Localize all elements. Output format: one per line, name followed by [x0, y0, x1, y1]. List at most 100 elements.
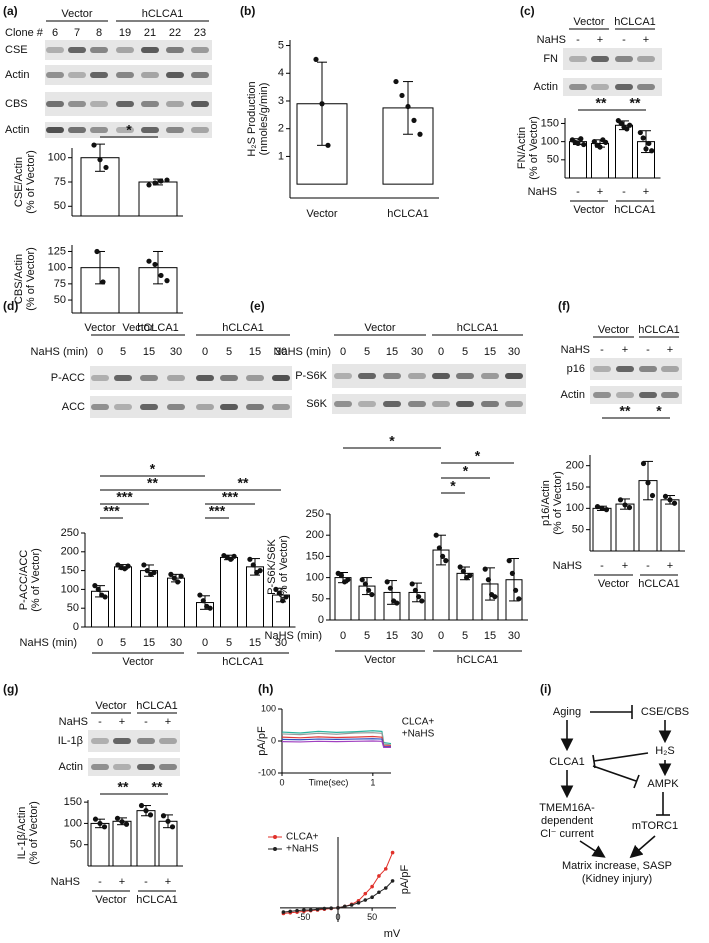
data-point — [207, 605, 213, 611]
series-point — [383, 886, 388, 890]
blot-strip — [563, 48, 662, 70]
data-point — [143, 808, 149, 814]
data-point — [92, 816, 99, 822]
panel-label: (b) — [240, 4, 255, 18]
lane-label: Clone # — [5, 27, 44, 39]
data-point — [599, 505, 605, 511]
blot-band — [569, 84, 587, 90]
significance: ** — [118, 779, 129, 795]
x-tick-label: 30 — [170, 637, 182, 649]
blot-band — [166, 47, 184, 53]
blot-band — [358, 401, 376, 407]
blot-group-label: Vector — [61, 8, 93, 20]
y-tick-label: 50 — [312, 593, 324, 605]
y-tick-label: 150 — [566, 481, 584, 493]
data-point — [283, 594, 289, 600]
series-point — [281, 910, 286, 914]
series-point — [356, 901, 361, 905]
blot-band — [591, 56, 609, 62]
data-point — [102, 594, 108, 600]
significance: ** — [620, 403, 631, 419]
data-point — [482, 566, 488, 572]
data-point — [97, 820, 103, 827]
data-point — [649, 148, 655, 154]
data-point — [384, 579, 390, 585]
series-point — [308, 908, 313, 912]
lane: - — [646, 344, 650, 356]
x-tick-label: Vector — [306, 208, 338, 220]
significance: ** — [630, 95, 641, 111]
panel-label: (i) — [540, 682, 551, 696]
significance: * — [475, 448, 481, 464]
blot-band — [91, 404, 109, 410]
blot-band — [90, 101, 108, 107]
data-point — [147, 812, 154, 818]
data-point — [231, 553, 237, 559]
blot-band — [196, 375, 214, 381]
x-tick-label: 0 — [438, 630, 444, 642]
blot-band — [91, 738, 109, 744]
data-point — [411, 117, 417, 123]
blot-band — [191, 47, 209, 53]
bar — [220, 556, 238, 628]
group-label: Vector — [122, 656, 154, 668]
x-tick-label: - — [646, 560, 650, 572]
diagram-node: Aging — [553, 706, 581, 718]
x-tick-label: + — [643, 186, 649, 198]
x-tick-label: 15 — [143, 637, 155, 649]
y-axis-label: pA/pF — [399, 865, 411, 895]
data-point — [640, 135, 646, 141]
x-tick-label: 0 — [335, 912, 340, 922]
x-tick-label: 5 — [120, 637, 126, 649]
blot-row-label: Actin — [59, 761, 83, 773]
data-point — [506, 558, 512, 564]
blot-band — [113, 738, 131, 744]
data-point — [617, 497, 624, 503]
y-tick-label: 1 — [278, 150, 284, 162]
lane: 0 — [97, 346, 103, 358]
blot-band — [505, 401, 523, 407]
series-point — [295, 908, 299, 913]
data-point — [280, 598, 286, 604]
data-point — [94, 248, 100, 255]
bar — [615, 503, 635, 552]
x-tick-label: + — [165, 876, 171, 888]
blot-band — [191, 101, 209, 107]
blot-group-label: Vector — [122, 322, 154, 334]
data-point — [412, 587, 418, 593]
y-tick-label: 125 — [48, 245, 66, 257]
blot-band — [272, 375, 290, 381]
lane: 30 — [411, 346, 423, 358]
lane: 15 — [386, 346, 398, 358]
significance: *** — [222, 489, 239, 505]
blot-band — [456, 401, 474, 407]
data-point — [440, 553, 446, 560]
data-point — [597, 144, 603, 150]
data-point — [125, 563, 131, 569]
lane: 0 — [340, 346, 346, 358]
blot-band — [383, 401, 401, 407]
legend-label: +NaHS — [286, 844, 319, 855]
y-tick-label: 5 — [278, 39, 284, 51]
significance: * — [150, 461, 156, 477]
significance: * — [656, 403, 662, 419]
panel-label: (d) — [3, 299, 18, 313]
lane: + — [119, 716, 125, 728]
series-point — [363, 898, 368, 902]
lane: 15 — [143, 346, 155, 358]
data-point — [119, 819, 125, 825]
blot-strip — [88, 730, 180, 752]
lane-label: NaHS — [59, 716, 88, 728]
data-point — [457, 564, 463, 570]
y-tick-label: 100 — [64, 817, 82, 829]
blot-band — [637, 56, 655, 62]
panel-label: (c) — [520, 4, 535, 18]
data-point — [416, 594, 422, 600]
lane: - — [98, 716, 102, 728]
data-point — [114, 815, 121, 821]
data-point — [158, 272, 164, 279]
data-point — [101, 824, 108, 830]
data-point — [591, 139, 597, 145]
diagram-node: CLCA1 — [549, 756, 584, 768]
blot-band — [569, 56, 587, 62]
